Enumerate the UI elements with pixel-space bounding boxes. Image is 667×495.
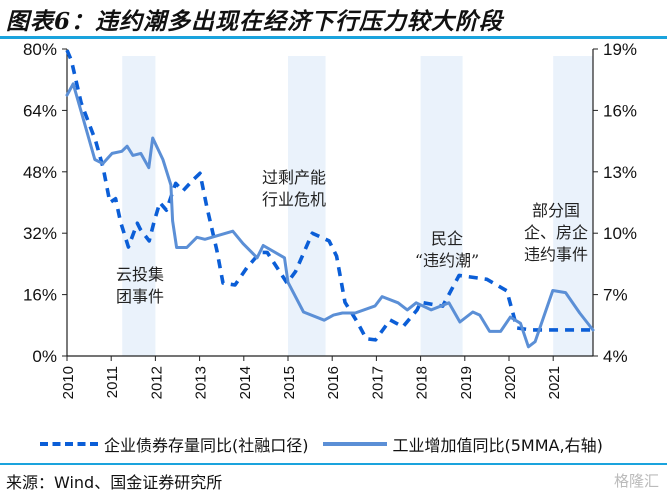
series-line-bond-stock-yoy — [65, 49, 593, 342]
x-tick-label: 2018 — [414, 366, 431, 399]
shaded-period-0 — [122, 56, 156, 356]
x-tick-label: 2010 — [60, 366, 77, 399]
annotation-0-line-1: 团事件 — [116, 287, 164, 306]
legend: 企业债券存量同比(社融口径) 工业增加值同比(5MMA,右轴) — [40, 432, 603, 456]
legend-label-bond: 企业债券存量同比(社融口径) — [104, 436, 309, 455]
right-tick-label: 13% — [603, 163, 637, 182]
left-tick-label: 32% — [23, 224, 57, 243]
source-note: 来源：Wind、国金证券研究所 — [6, 473, 223, 492]
x-tick-label: 2016 — [325, 366, 342, 399]
legend-swatch-industry — [322, 442, 387, 446]
chart-title: 图表6：违约潮多出现在经济下行压力较大阶段 — [6, 8, 504, 35]
series-line-industrial-value-added-yoy — [65, 82, 595, 349]
annotation-3-line-2: 违约事件 — [524, 245, 588, 264]
x-tick-label: 2014 — [237, 366, 254, 399]
right-tick-label: 10% — [603, 224, 637, 243]
x-tick-label: 2017 — [369, 366, 386, 399]
x-tick-label: 2011 — [104, 366, 121, 398]
watermark: 格隆汇 — [613, 472, 659, 490]
left-tick-label: 80% — [23, 40, 57, 59]
left-tick-label: 48% — [23, 163, 57, 182]
right-tick-label: 7% — [603, 286, 628, 305]
footer-divider — [0, 463, 667, 465]
annotation-2-line-0: 民企 — [431, 229, 463, 248]
left-tick-label: 16% — [23, 286, 57, 305]
legend-swatch-bond — [40, 442, 98, 446]
annotation-1-line-1: 行业危机 — [262, 190, 326, 209]
annotation-2-line-1: “违约潮” — [415, 251, 479, 270]
annotation-3-line-1: 企、房企 — [524, 223, 588, 242]
shaded-period-1 — [288, 56, 326, 356]
axes: 0% 16% 32% 48% 64% 80% 4% 7% 10% 13% 16% 19% 2010 201… — [23, 40, 637, 399]
annotation-3-line-0: 部分国 — [532, 201, 580, 220]
right-tick-label: 16% — [603, 101, 637, 120]
right-tick-label: 19% — [603, 40, 637, 59]
title-divider — [0, 36, 667, 39]
x-tick-label: 2013 — [193, 366, 210, 399]
left-tick-label: 0% — [32, 347, 57, 366]
annotation-0-line-0: 云投集 — [116, 265, 164, 284]
x-tick-label: 2012 — [148, 366, 165, 399]
right-tick-label: 4% — [603, 347, 628, 366]
x-tick-label: 2020 — [502, 366, 519, 399]
series-lines — [65, 49, 595, 349]
shaded-period-2 — [420, 56, 463, 356]
x-tick-label: 2019 — [458, 366, 475, 399]
x-tick-label: 2015 — [281, 366, 298, 399]
legend-label-industry: 工业增加值同比(5MMA,右轴) — [392, 436, 603, 455]
left-tick-label: 64% — [23, 101, 57, 120]
annotation-1-line-0: 过剩产能 — [262, 168, 326, 187]
x-tick-label: 2021 — [546, 366, 563, 399]
